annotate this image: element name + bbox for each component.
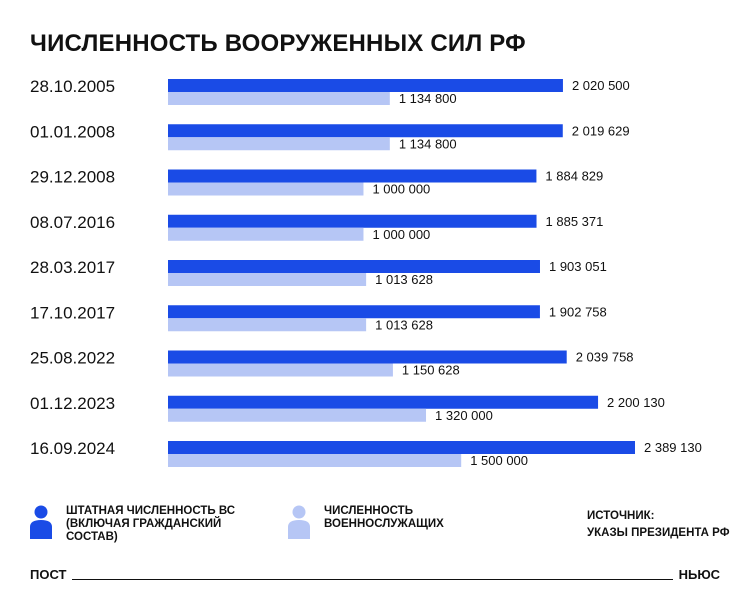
category-label: 01.01.2008 xyxy=(30,122,115,141)
bar-primary xyxy=(168,214,537,228)
data-label: 1 884 829 xyxy=(545,169,603,184)
data-label: 1 500 000 xyxy=(470,453,528,468)
data-label: 1 902 758 xyxy=(549,304,607,319)
person-icon xyxy=(288,505,310,539)
data-label: 2 019 629 xyxy=(572,123,630,138)
bar-secondary xyxy=(168,227,364,241)
category-label: 16.09.2024 xyxy=(30,439,115,458)
bar-secondary xyxy=(168,363,393,377)
category-label: 28.10.2005 xyxy=(30,77,115,96)
bar-chart: 28.10.2005 2 020 500 1 134 800 01.01.2008 2 … xyxy=(30,77,702,468)
legend-label-secondary: ЧИСЛЕННОСТЬ ВОЕННОСЛУЖАЩИХ xyxy=(324,505,444,530)
bar-primary xyxy=(168,305,540,319)
bar-primary xyxy=(168,124,563,138)
legend-item-primary: ШТАТНАЯ ЧИСЛЕННОСТЬ ВС (ВКЛЮЧАЯ ГРАЖДАНС… xyxy=(30,505,235,544)
category-label: 01.12.2023 xyxy=(30,394,115,413)
bar-primary xyxy=(168,350,567,364)
bar-primary xyxy=(168,260,540,273)
bar-primary xyxy=(168,441,635,454)
source-label: ИСТОЧНИК: xyxy=(587,510,655,522)
chart-title: ЧИСЛЕННОСТЬ ВООРУЖЕННЫХ СИЛ РФ xyxy=(30,30,526,57)
data-label: 1 000 000 xyxy=(372,182,430,197)
footer-brand-left: ПОСТ xyxy=(30,566,67,582)
bar-secondary xyxy=(168,273,367,286)
bar-secondary xyxy=(168,137,390,151)
person-icon xyxy=(30,505,52,539)
data-label: 1 885 371 xyxy=(546,214,604,229)
legend-item-secondary: ЧИСЛЕННОСТЬ ВОЕННОСЛУЖАЩИХ xyxy=(288,505,444,539)
data-label: 2 389 130 xyxy=(644,440,702,455)
bar-secondary xyxy=(168,182,364,196)
bar-primary xyxy=(168,79,563,92)
data-label: 1 000 000 xyxy=(372,227,430,242)
bar-primary xyxy=(168,395,599,409)
footer: ПОСТ НЬЮС xyxy=(30,564,720,584)
bar-secondary xyxy=(168,408,427,422)
source-text: УКАЗЫ ПРЕЗИДЕНТА РФ xyxy=(587,527,730,539)
category-label: 17.10.2017 xyxy=(30,303,115,322)
footer-brand-right: НЬЮС xyxy=(678,566,720,582)
category-label: 08.07.2016 xyxy=(30,213,115,232)
bar-secondary xyxy=(168,454,462,467)
bar-primary xyxy=(168,169,537,183)
data-label: 1 134 800 xyxy=(399,91,457,106)
footer-divider xyxy=(72,578,673,580)
bar-secondary xyxy=(168,92,390,105)
data-label: 1 013 628 xyxy=(375,272,433,287)
data-label: 1 150 628 xyxy=(402,363,460,378)
category-label: 28.03.2017 xyxy=(30,258,115,277)
bar-secondary xyxy=(168,318,367,332)
category-label: 25.08.2022 xyxy=(30,349,115,368)
data-label: 1 013 628 xyxy=(375,317,433,332)
data-label: 1 134 800 xyxy=(399,136,457,151)
data-label: 2 039 758 xyxy=(576,350,634,365)
source-block: ИСТОЧНИК: УКАЗЫ ПРЕЗИДЕНТА РФ xyxy=(587,508,730,542)
data-label: 1 903 051 xyxy=(549,259,607,274)
data-label: 2 200 130 xyxy=(607,395,665,410)
legend-label-primary: ШТАТНАЯ ЧИСЛЕННОСТЬ ВС (ВКЛЮЧАЯ ГРАЖДАНС… xyxy=(66,505,236,543)
category-label: 29.12.2008 xyxy=(30,168,115,187)
data-label: 2 020 500 xyxy=(572,78,630,93)
data-label: 1 320 000 xyxy=(435,408,493,423)
